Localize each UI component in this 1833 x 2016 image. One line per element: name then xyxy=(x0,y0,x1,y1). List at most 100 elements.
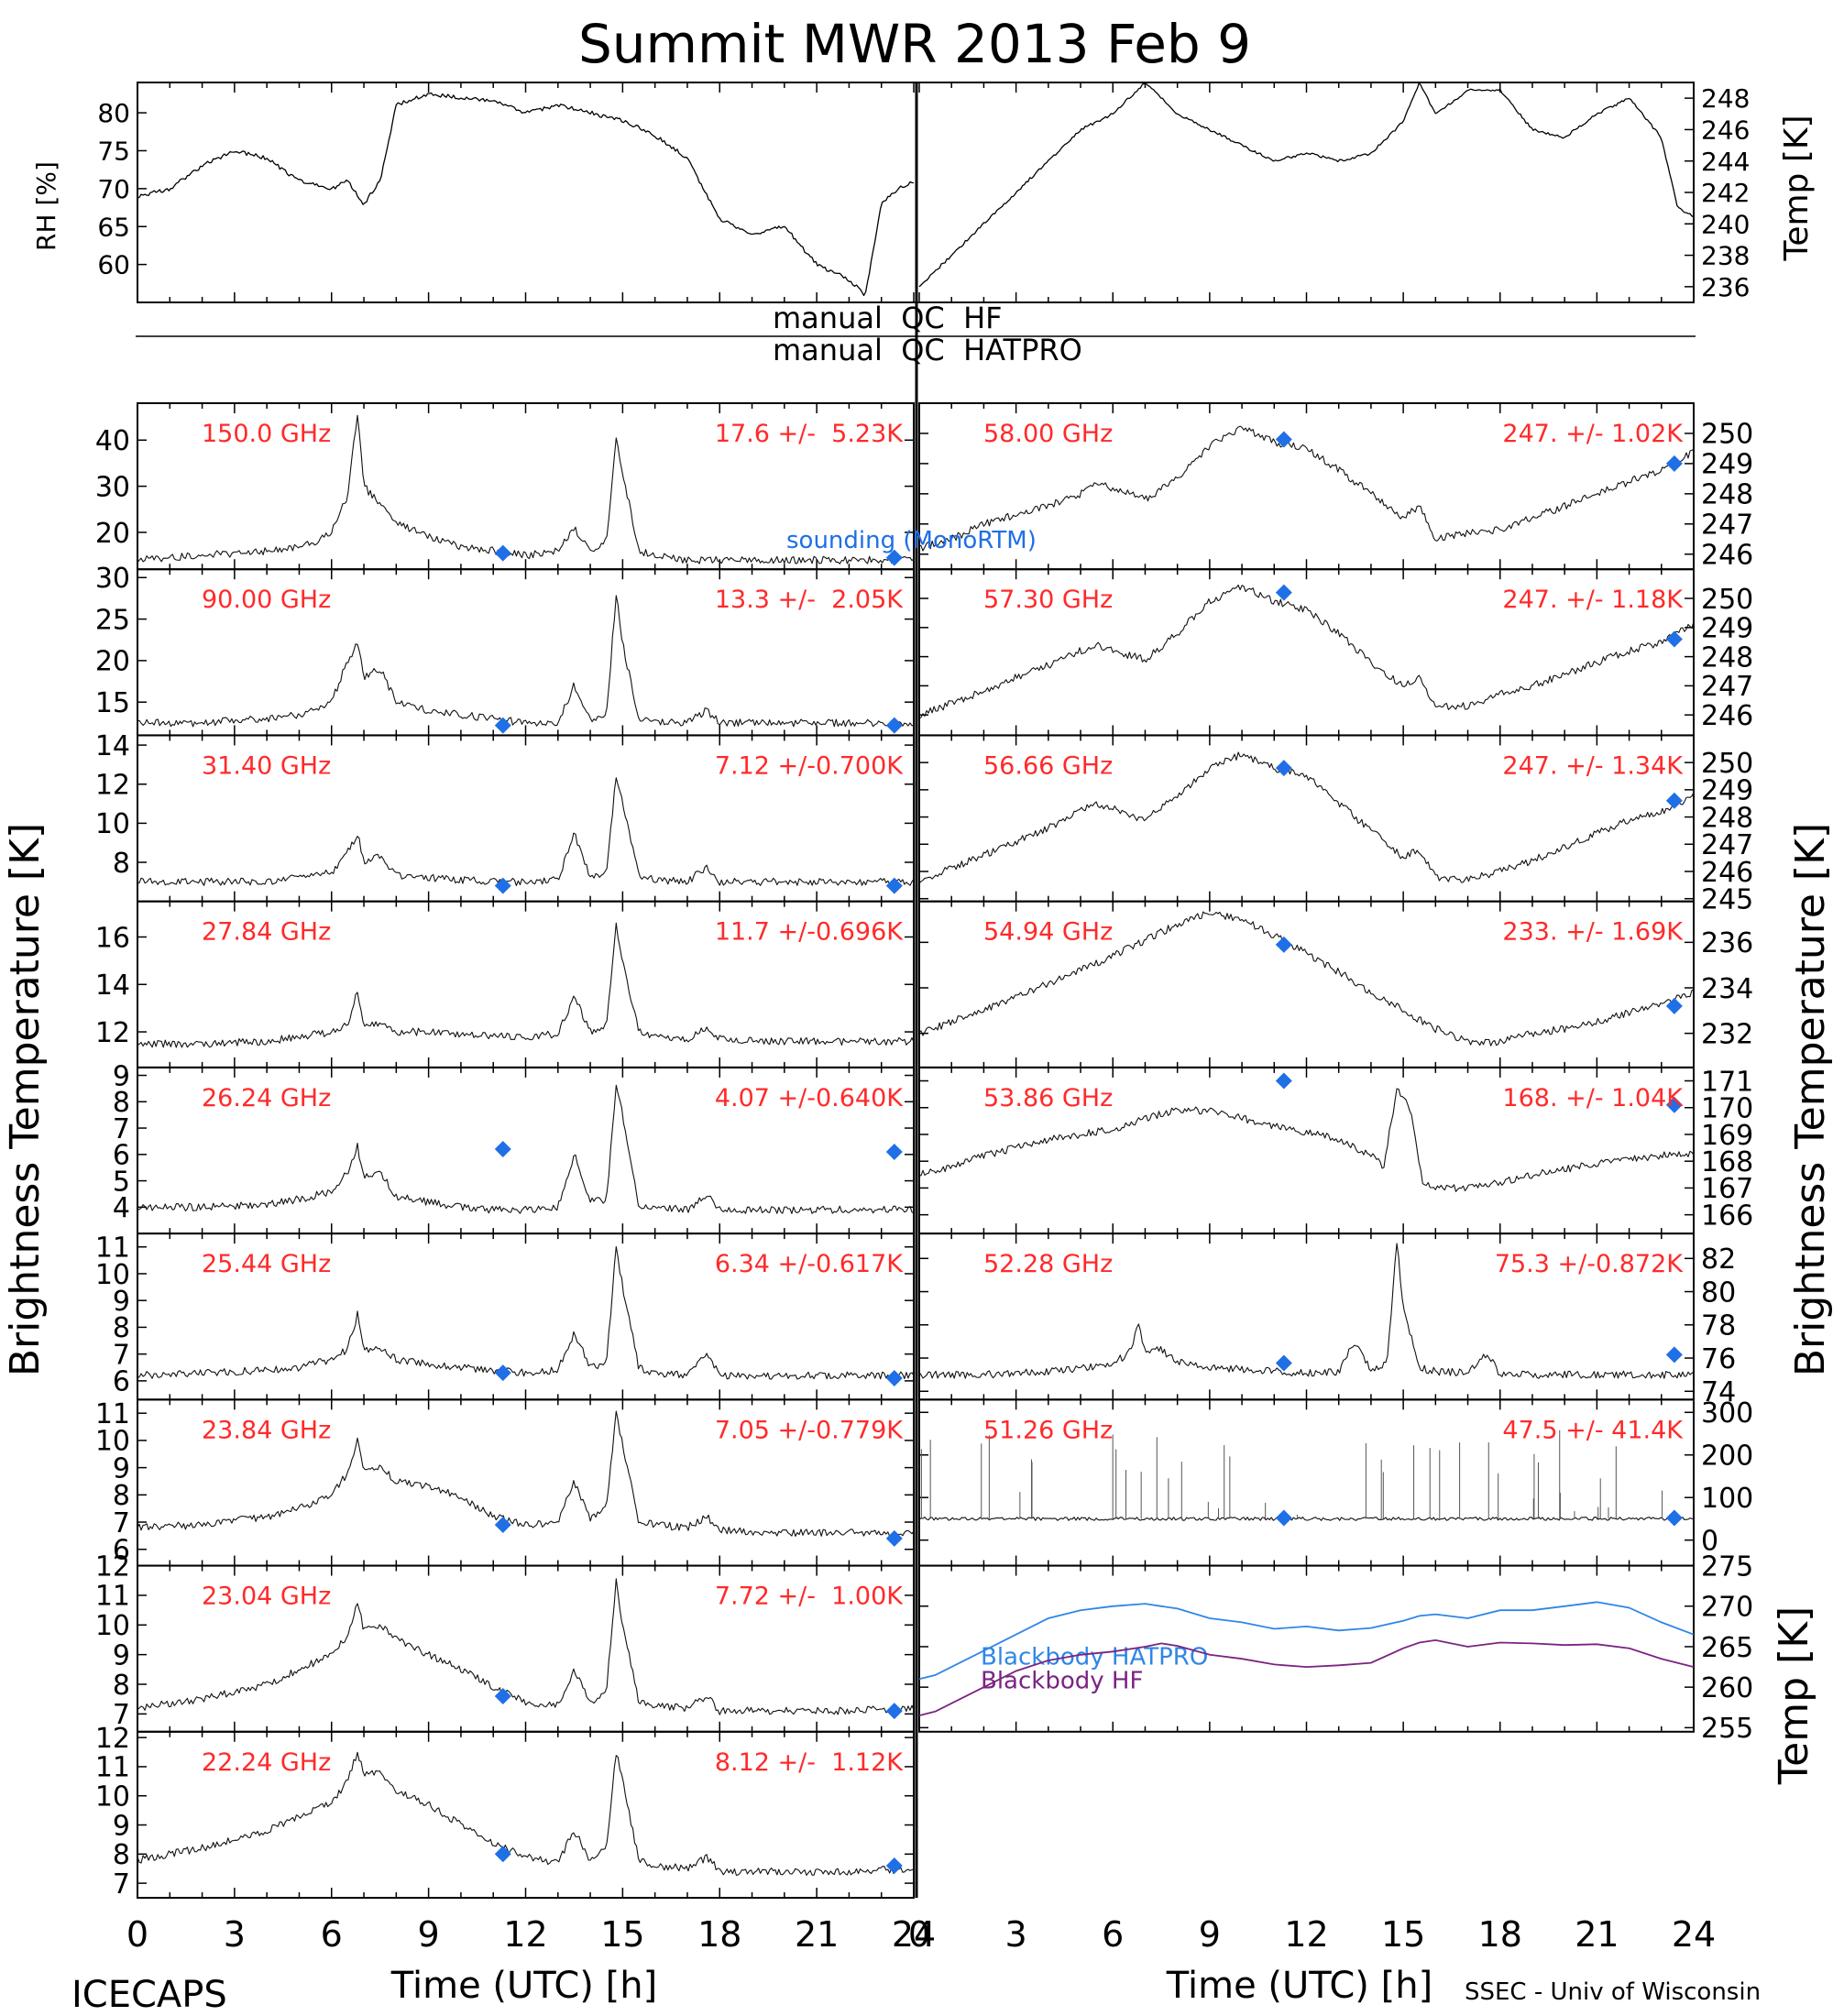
panel-left-2: 8 10 12 14 31.40 GHz 7.12 +/-0.700K xyxy=(95,730,915,903)
channel-label: 31.40 GHz xyxy=(202,751,331,780)
y-tick-label: 246 xyxy=(1701,700,1753,732)
panel-left-3: 12 14 16 27.84 GHz 11.7 +/-0.696K xyxy=(95,900,915,1068)
y-tick-label: 8 xyxy=(113,1839,130,1871)
panel-right-6: 0 100 200 300 51.26 GHz 47.5 +/- 41.4K xyxy=(918,1397,1753,1567)
y-tick-label: 10 xyxy=(95,1781,130,1813)
y-tick-label: 76 xyxy=(1701,1343,1736,1375)
y-tick-label: 232 xyxy=(1701,1018,1753,1050)
channel-label: 23.04 GHz xyxy=(202,1583,331,1611)
x-tick-label-left: 18 xyxy=(697,1914,741,1955)
y-tick-label: 20 xyxy=(95,646,130,678)
channel-stats: 7.72 +/- 1.00K xyxy=(715,1583,904,1611)
figure-title: Summit MWR 2013 Feb 9 xyxy=(578,13,1251,75)
y-tick-label: 25 xyxy=(95,604,130,636)
channel-line xyxy=(918,425,1695,552)
channel-stats: 7.12 +/-0.700K xyxy=(715,751,904,780)
y-tick-label: 40 xyxy=(95,425,130,457)
y-tick-label: 10 xyxy=(95,1610,130,1642)
y-tick-label: 236 xyxy=(1701,927,1753,959)
channel-label: 150.0 GHz xyxy=(202,420,331,448)
y-tick-label: 167 xyxy=(1701,1173,1753,1205)
channel-line xyxy=(918,751,1695,884)
y-tick-label: 9 xyxy=(113,1060,130,1092)
temp-line xyxy=(918,82,1695,288)
qc-label-hf: manual QC HF xyxy=(773,301,1003,335)
channel-stats: 6.34 +/-0.617K xyxy=(715,1250,904,1278)
y-tick-label: 250 xyxy=(1701,419,1753,451)
channel-line xyxy=(918,1088,1695,1192)
x-tick-label-left: 15 xyxy=(600,1914,644,1955)
x-tick-label-right: 3 xyxy=(1005,1914,1027,1955)
y-tick-label: 6 xyxy=(113,1535,130,1567)
channel-label: 26.24 GHz xyxy=(202,1084,331,1112)
rh-line xyxy=(137,92,915,297)
y-tick-label: 14 xyxy=(95,730,130,762)
channel-label: 58.00 GHz xyxy=(983,420,1113,448)
y-tick-label: 10 xyxy=(95,1426,130,1458)
sounding-marker-0 xyxy=(494,1141,511,1158)
y-tick-label: 10 xyxy=(95,808,130,840)
y-tick-label: 7 xyxy=(113,1507,130,1539)
y-tick-label: 270 xyxy=(1701,1592,1753,1624)
y-tick-label: 12 xyxy=(95,1017,130,1049)
sounding-marker-1 xyxy=(1665,1346,1683,1364)
sounding-marker-0 xyxy=(1275,1354,1292,1372)
y-tick-label: 7 xyxy=(113,1113,130,1145)
y-tick-label: 248 xyxy=(1701,641,1753,674)
y-tick-label: 11 xyxy=(95,1581,130,1613)
sounding-marker-1 xyxy=(885,1529,903,1547)
sounding-marker-1 xyxy=(885,717,903,734)
channel-line xyxy=(137,922,915,1048)
sounding-marker-0 xyxy=(494,877,511,894)
x-tick-label-right: 15 xyxy=(1381,1914,1425,1955)
channel-line xyxy=(918,1517,1694,1521)
y-tick-label: 12 xyxy=(95,1550,130,1583)
channel-stats: 13.3 +/- 2.05K xyxy=(715,586,904,614)
y-tick-label: 9 xyxy=(113,1452,130,1485)
y-tick-label: 12 xyxy=(95,1723,130,1755)
y-tick-label: 260 xyxy=(1701,1672,1753,1704)
y-tick-label: 234 xyxy=(1701,973,1753,1005)
y-tick-label: 250 xyxy=(1701,584,1753,616)
sounding-marker-0 xyxy=(1275,1072,1292,1090)
sounding-marker-1 xyxy=(1665,455,1683,472)
sounding-marker-0 xyxy=(1275,936,1292,953)
y-tick-label: 244 xyxy=(1701,147,1750,177)
channel-stats: 247. +/- 1.18K xyxy=(1502,586,1684,614)
bb-ylabel: Temp [K] xyxy=(1771,1606,1817,1785)
y-tick-label: 16 xyxy=(95,922,130,954)
y-tick-label: 8 xyxy=(113,1670,130,1702)
x-tick-label-left: 9 xyxy=(418,1914,440,1955)
y-tick-label: 246 xyxy=(1701,115,1750,146)
y-tick-label: 15 xyxy=(95,687,130,719)
sounding-marker-1 xyxy=(1665,997,1683,1014)
sounding-marker-1 xyxy=(1665,1509,1683,1527)
xlabel-left: Time (UTC) [h] xyxy=(390,1965,657,2007)
y-tick-label: 248 xyxy=(1701,479,1753,511)
channel-stats: 4.07 +/-0.640K xyxy=(715,1084,904,1112)
x-tick-label-right: 6 xyxy=(1102,1914,1124,1955)
y-tick-label: 6 xyxy=(113,1140,130,1172)
y-tick-label: 9 xyxy=(113,1286,130,1318)
y-tick-label: 70 xyxy=(97,174,130,204)
channel-label: 56.66 GHz xyxy=(983,751,1113,780)
y-tick-label: 20 xyxy=(95,518,130,550)
channel-line xyxy=(918,1243,1695,1379)
y-tick-label: 240 xyxy=(1701,209,1750,239)
y-tick-label: 247 xyxy=(1701,671,1753,703)
channel-stats: 247. +/- 1.34K xyxy=(1502,751,1684,780)
xlabel-right: Time (UTC) [h] xyxy=(1166,1965,1432,2007)
series-line-1 xyxy=(918,1638,1695,1716)
x-tick-label-left: 24 xyxy=(892,1914,936,1955)
y-tick-label: 60 xyxy=(97,250,130,280)
y-tick-label: 275 xyxy=(1701,1550,1753,1583)
panel-right-3: 232 234 236 54.94 GHz 233. +/- 1.69K xyxy=(918,900,1753,1068)
right-ylabel: Brightness Temperature [K] xyxy=(1787,823,1833,1376)
sounding-marker-1 xyxy=(1665,630,1683,648)
panel-right-7: 255 260 265 270 275 Blackbody HATPROBlackbody… xyxy=(918,1550,1753,1745)
y-tick-label: 247 xyxy=(1701,509,1753,542)
